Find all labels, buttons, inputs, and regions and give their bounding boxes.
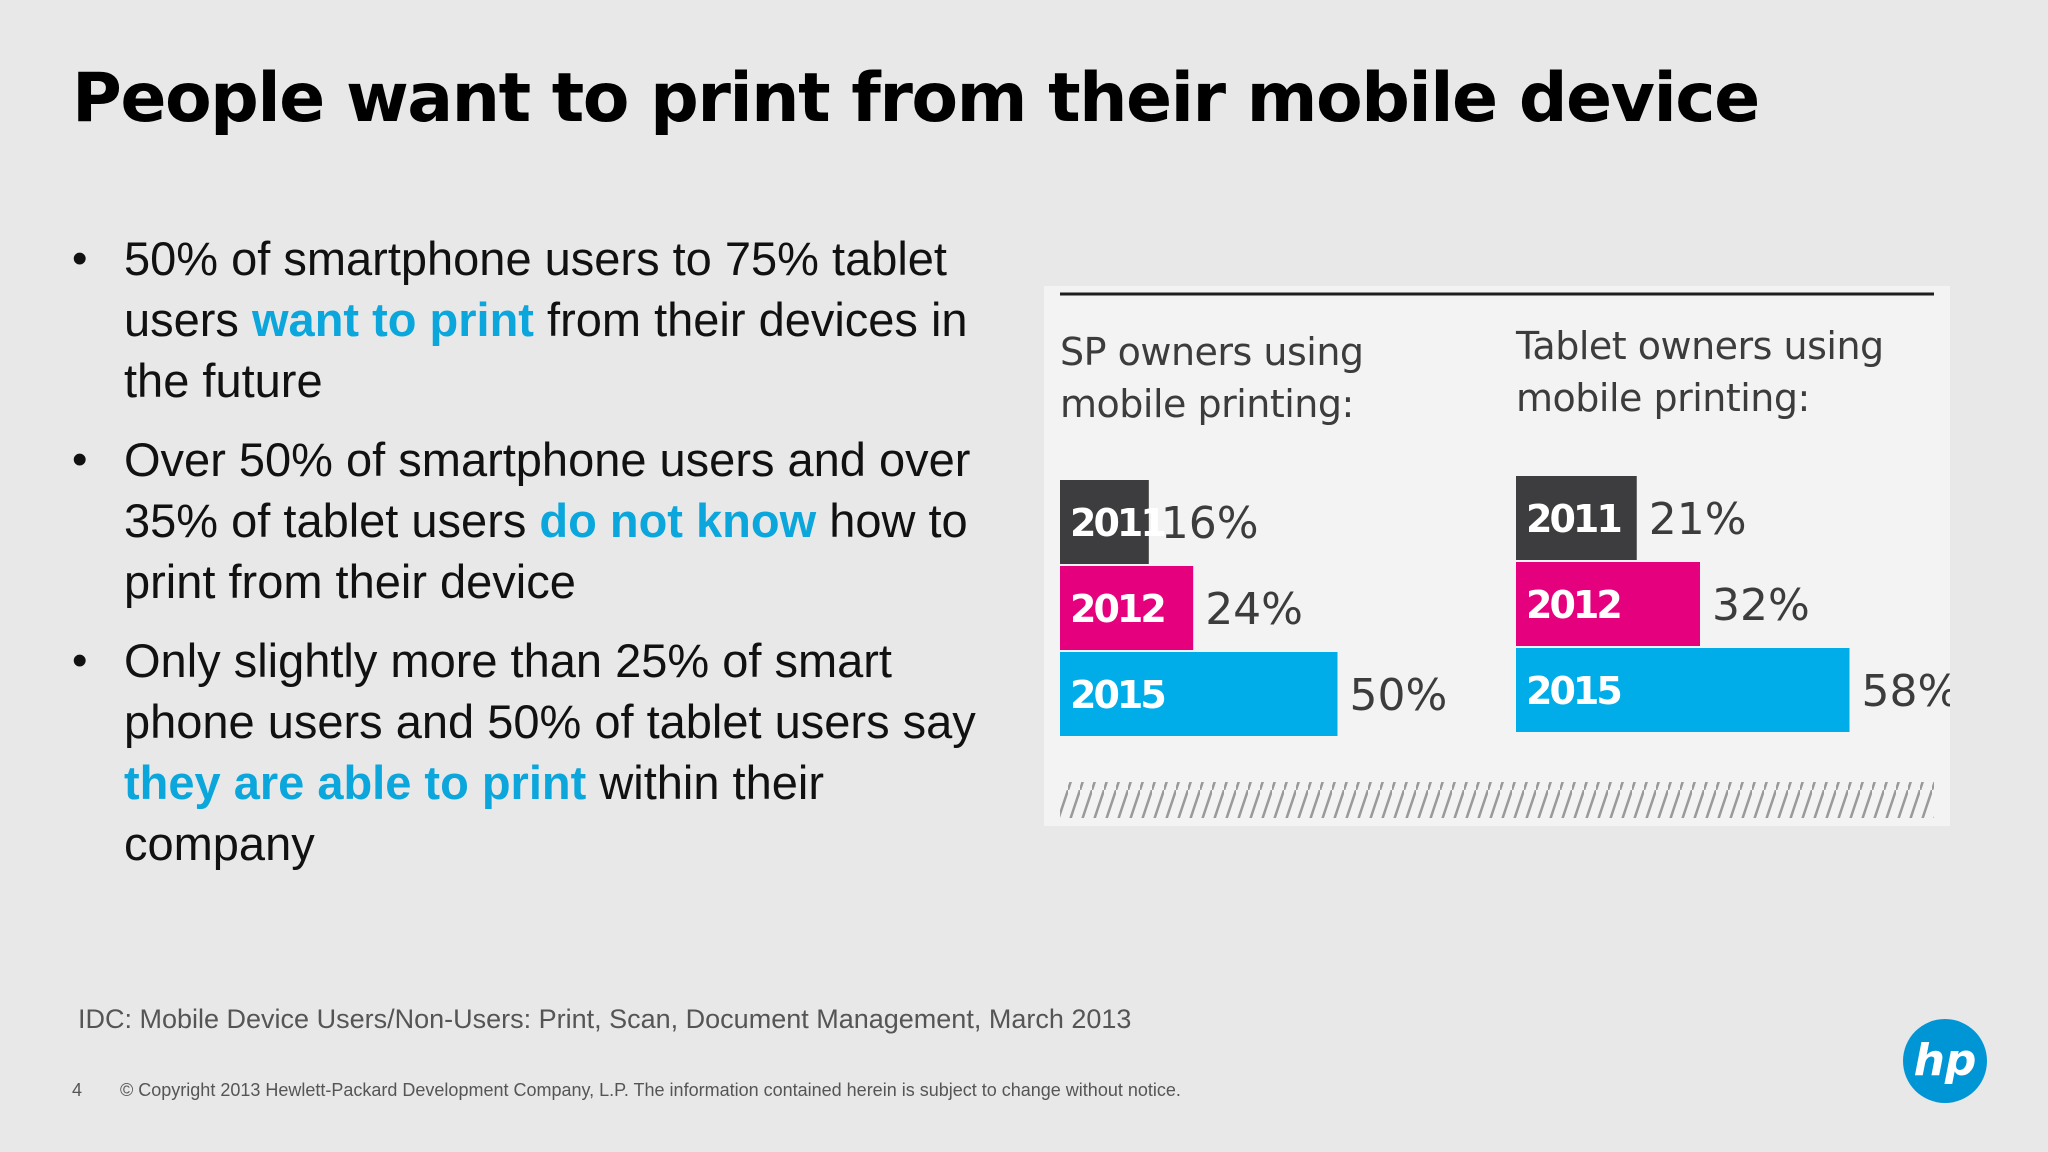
hp-logo-text: hp (1914, 1035, 1977, 1086)
bullet-highlight: they are able to print (124, 756, 587, 809)
copyright-text: © Copyright 2013 Hewlett-Packard Develop… (120, 1080, 1181, 1100)
category-label: 2012 (1070, 587, 1164, 631)
bullet-dot-icon: • (72, 234, 88, 283)
hatched-baseline (1060, 782, 1934, 818)
category-label: 2011 (1526, 497, 1620, 541)
bullet-text: 50% of smartphone users to 75% tablet us… (124, 232, 947, 346)
source-citation: IDC: Mobile Device Users/Non-Users: Prin… (78, 1004, 1132, 1034)
bullet-item: • 50% of smartphone users to 75% tablet … (72, 228, 1002, 411)
footer: 4 © Copyright 2013 Hewlett-Packard Develo… (72, 1080, 1181, 1101)
bullet-item: • Only slightly more than 25% of smart p… (72, 630, 1002, 874)
category-label: 2012 (1526, 583, 1620, 627)
category-label: 2011 (1070, 501, 1164, 545)
category-label: 2015 (1526, 669, 1620, 713)
value-label: 32% (1712, 580, 1810, 631)
bar-2012 (1516, 562, 1700, 646)
value-label: 58% (1862, 666, 1951, 717)
value-label: 50% (1350, 670, 1448, 721)
bullet-dot-icon: • (72, 636, 88, 685)
chart-title-sp-owners: SP owners using mobile printing: (1060, 330, 1364, 426)
bullet-text: Over 50% of smartphone users and over 35… (124, 433, 971, 547)
bullet-dot-icon: • (72, 435, 88, 484)
bullet-text: Only slightly more than 25% of smart pho… (124, 634, 976, 748)
value-label: 16% (1161, 498, 1259, 549)
bar-2015 (1516, 648, 1850, 732)
value-label: 21% (1649, 494, 1747, 545)
chart-panel: 2011 16% 2012 24% 2015 50% 2011 21% 2012 32% 2015 5… (1044, 286, 1950, 826)
bullet-text: from their devices in the future (124, 293, 968, 407)
bullet-highlight: want to print (252, 293, 534, 346)
bullet-text: how to print from their device (124, 494, 968, 608)
bar-2012 (1060, 566, 1194, 650)
chart-title-tablet-owners: Tablet owners using mobile printing: (1516, 324, 1884, 420)
hp-logo-circle (1903, 1019, 1987, 1103)
hp-logo-icon: hp (1903, 1019, 1987, 1103)
bullet-item: • Over 50% of smartphone users and over … (72, 429, 1002, 612)
bullet-list: • 50% of smartphone users to 75% tablet … (72, 228, 1002, 874)
category-label: 2015 (1070, 673, 1164, 717)
bar-2011 (1060, 480, 1149, 564)
page-number: 4 (72, 1080, 83, 1100)
bullet-highlight: do not know (539, 494, 817, 547)
value-label: 24% (1205, 584, 1303, 635)
bar-2011 (1516, 476, 1637, 560)
slide-title: People want to print from their mobile d… (72, 59, 1760, 138)
bar-2015 (1060, 652, 1338, 736)
bullet-text: within their company (124, 756, 824, 870)
